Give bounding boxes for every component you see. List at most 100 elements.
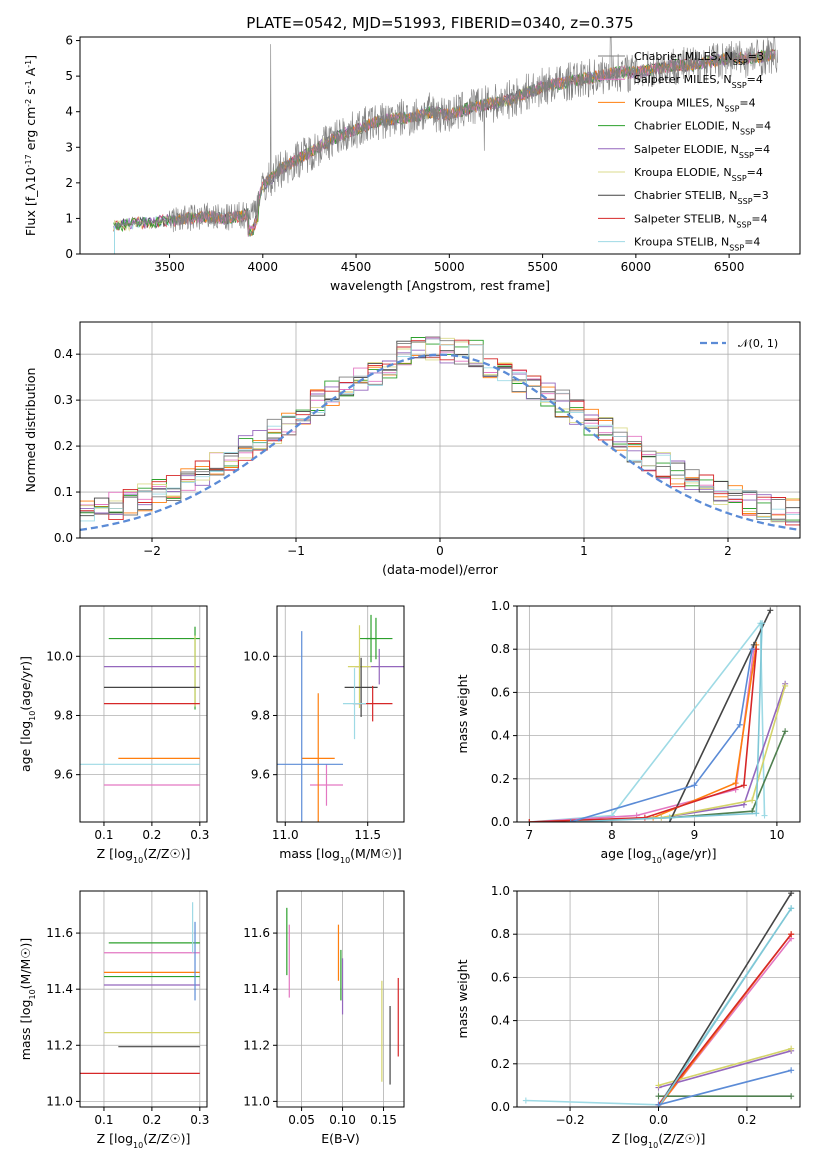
axes-frame [276, 890, 405, 1108]
plot-area [286, 907, 399, 1085]
x-axis-label: age [log10(age/yr)] [600, 846, 716, 865]
legend-label: Kroupa ELODIE, NSSP=4 [634, 166, 763, 183]
x-tick-label: 0.3 [190, 828, 209, 842]
mass-weight-marker [749, 646, 756, 653]
panel-mass_vs_ebv: 0.05 0.10 0.15 11.0 11.2 11.4 11.6 E(B-V) [243, 890, 405, 1146]
mass-weight-line [570, 623, 763, 822]
y-tick-label: 0.8 [491, 927, 510, 941]
mass-weight-marker [567, 819, 574, 822]
mass-weight-marker [750, 641, 757, 648]
x-axis-label: Z [log10(Z/Z☉)] [97, 846, 191, 865]
y-tick-label: 0 [65, 247, 73, 261]
legend-label: Chabrier MILES, NSSP=3 [634, 50, 764, 67]
plot-area [80, 336, 800, 532]
y-tick-label: 1.0 [491, 599, 510, 613]
legend-label: Chabrier ELODIE, NSSP=4 [634, 120, 771, 137]
x-tick-label: 0.2 [142, 828, 161, 842]
mass-weight-marker [788, 905, 795, 912]
panel-residuals: −2 −1 0 1 2 0.0 0.1 0.2 0.3 0.4 (data-model)/error… [23, 321, 801, 577]
residual-histogram [80, 336, 800, 523]
mass-weight-marker [736, 721, 743, 728]
mass-weight-line [657, 933, 792, 1106]
mass-weight-marker [691, 782, 698, 789]
y-tick-label: 0.2 [54, 439, 73, 453]
x-tick-label: −2 [143, 544, 161, 558]
x-tick-label: 6000 [621, 260, 652, 274]
y-tick-label: 11.6 [243, 926, 270, 940]
y-tick-label: 0.1 [54, 485, 73, 499]
y-tick-label: 11.4 [46, 982, 73, 996]
y-tick-label: 11.4 [243, 982, 270, 996]
data-spectrum-line [114, 37, 778, 233]
residual-histogram [80, 338, 800, 526]
mass-weight-line [658, 1050, 792, 1089]
y-tick-label: 10.0 [243, 649, 270, 663]
mass-weight-marker [732, 780, 739, 787]
x-tick-label: 9 [691, 828, 699, 842]
mass-weight-marker [788, 931, 795, 938]
y-tick-label: 0.3 [54, 393, 73, 407]
y-axis-label: mass weight [455, 674, 470, 753]
mass-weight-line [658, 1069, 792, 1106]
axes-frame [276, 605, 405, 823]
legend-label: Salpeter STELIB, NSSP=4 [634, 212, 768, 229]
mass-weight-marker [788, 1067, 795, 1074]
x-axis-label: Z [log10(Z/Z☉)] [97, 1131, 191, 1150]
x-axis-label: mass [log10(M/M☉)] [279, 846, 402, 865]
mass-weight-marker [788, 1093, 795, 1100]
plot-area [80, 626, 200, 786]
x-tick-label: −1 [287, 544, 305, 558]
y-tick-label: 1.0 [491, 884, 510, 898]
y-tick-label: 0.4 [54, 347, 73, 361]
y-axis-label: Flux [f_λ10-17 erg cm-2 s-1 A-1] [23, 55, 38, 236]
y-tick-label: 11.2 [243, 1038, 270, 1052]
legend-label: Kroupa STELIB, NSSP=4 [634, 236, 760, 253]
plot-area [522, 891, 795, 1107]
plot-area [80, 902, 200, 1074]
y-tick-label: 0.4 [491, 1014, 510, 1028]
y-tick-label: 11.0 [46, 1094, 73, 1108]
legend-label: Kroupa MILES, NSSP=4 [634, 96, 756, 113]
x-tick-label: 0.2 [737, 1113, 756, 1127]
x-tick-label: 6500 [714, 260, 745, 274]
mass-weight-marker [655, 1082, 662, 1089]
plot-area [526, 607, 789, 822]
y-tick-label: 0.0 [491, 815, 510, 829]
plot-area [277, 614, 404, 822]
y-tick-label: 0.6 [491, 685, 510, 699]
mass-weight-line [657, 907, 792, 1107]
mass-weight-marker [740, 782, 747, 789]
axes-frame [79, 605, 208, 823]
y-axis-label: Normed distribution [23, 368, 38, 493]
mass-weight-line [657, 892, 792, 1107]
y-tick-label: 11.6 [46, 926, 73, 940]
normal-curve [80, 353, 800, 532]
axes-frame [79, 36, 801, 255]
mass-weight-line [658, 1047, 792, 1087]
x-tick-label: 3500 [154, 260, 185, 274]
mass-weight-marker [761, 812, 768, 819]
mass-weight-marker [522, 1097, 529, 1104]
y-tick-label: 11.2 [46, 1038, 73, 1052]
panel-massweight_vs_Z: −0.2 0.0 0.2 0.0 0.2 0.4 0.6 0.8 1.0 Z [log10(Z/Z… [455, 884, 801, 1150]
y-tick-label: 11.0 [243, 1094, 270, 1108]
x-tick-label: 0.10 [329, 1113, 356, 1127]
x-tick-label: 2 [724, 544, 732, 558]
x-tick-label: 8 [608, 828, 616, 842]
y-tick-label: 0.6 [491, 970, 510, 984]
mass-weight-marker [759, 620, 766, 627]
plot-area [113, 37, 778, 254]
x-tick-label: 1 [580, 544, 588, 558]
y-tick-label: 2 [65, 176, 73, 190]
panel-mass_vs_Z: 0.1 0.2 0.3 11.0 11.2 11.4 11.6 Z [log10(Z/Z☉)]… [18, 890, 209, 1150]
y-axis-label: age [log10(age/yr)] [18, 656, 37, 772]
legend-label: Salpeter ELODIE, NSSP=4 [634, 143, 770, 160]
x-tick-label: 5000 [434, 260, 465, 274]
x-tick-label: 11.0 [272, 828, 299, 842]
x-axis-label: wavelength [Angstrom, rest frame] [330, 278, 550, 293]
x-tick-label: 10 [769, 828, 784, 842]
mass-weight-line [529, 621, 766, 822]
x-tick-label: 0.05 [288, 1113, 315, 1127]
mass-weight-marker [767, 607, 774, 614]
